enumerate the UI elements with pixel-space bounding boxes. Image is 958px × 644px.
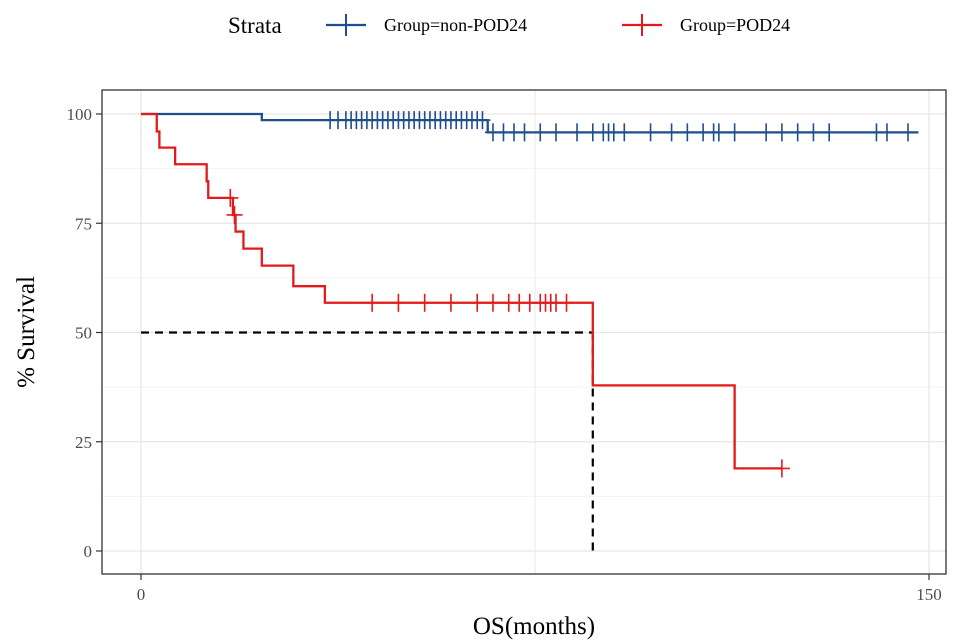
- y-tick-label-0: 0: [84, 542, 93, 561]
- legend-entry-pod24: Group=POD24: [622, 14, 790, 36]
- axes: 0 25 50 75 100 0 150: [67, 105, 942, 604]
- legend-label-non-pod24: Group=non-POD24: [384, 15, 527, 35]
- x-tick-label-150: 150: [916, 585, 942, 604]
- legend-title: Strata: [228, 13, 282, 38]
- median-survival-reference: [141, 331, 594, 551]
- y-axis-title: % Survival: [13, 276, 40, 388]
- y-tick-label-75: 75: [75, 214, 92, 233]
- series-group-pod24: [141, 112, 790, 478]
- legend: Strata Group=non-POD24 Group=POD24: [228, 13, 790, 38]
- series-layer: [141, 111, 919, 478]
- y-tick-label-100: 100: [67, 105, 93, 124]
- y-tick-label-25: 25: [75, 433, 92, 452]
- survival-curve-group-non-pod24: [141, 112, 919, 134]
- x-axis-title: OS(months): [473, 613, 595, 640]
- x-tick-label-0: 0: [137, 585, 146, 604]
- y-tick-label-50: 50: [75, 324, 92, 343]
- survival-curve-group-pod24: [141, 112, 782, 470]
- series-group-non-pod24: [141, 111, 919, 142]
- legend-entry-non-pod24: Group=non-POD24: [326, 14, 527, 36]
- legend-label-pod24: Group=POD24: [680, 15, 790, 35]
